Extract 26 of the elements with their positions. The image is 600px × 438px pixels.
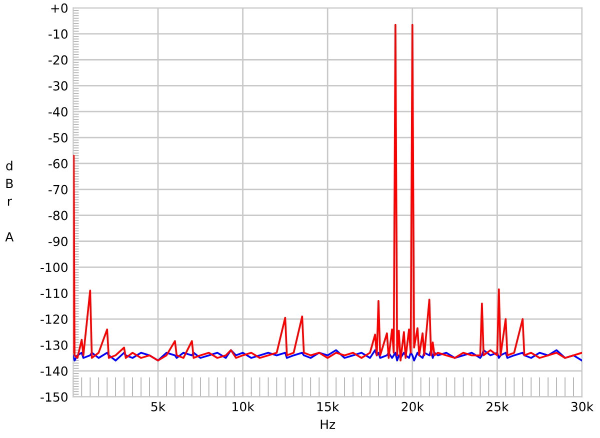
- y-tick-label: -20: [48, 55, 68, 65]
- line-series: [73, 24, 582, 362]
- y-tick-label: -50: [48, 133, 68, 142]
- x-tick-label: 25k: [486, 402, 509, 412]
- y-tick-label: -90: [48, 236, 68, 246]
- x-tick-label: 5k: [151, 402, 166, 412]
- text: dBr A: [5, 160, 14, 242]
- y-tick-label: -150: [40, 392, 68, 402]
- y-tick-label: -70: [48, 184, 68, 194]
- x-tick-label: 10k: [232, 402, 254, 412]
- y-tick-label: -120: [40, 314, 68, 324]
- x-tick-label: 15k: [317, 402, 340, 412]
- y-tick-label: +0: [51, 3, 68, 13]
- y-tick-label: -110: [40, 288, 68, 298]
- y-tick-label: -30: [48, 81, 68, 91]
- y-tick-label: -80: [48, 210, 68, 220]
- line-series: [73, 349, 582, 362]
- x-tick-label: 30k: [571, 402, 594, 412]
- y-tick-label: -60: [48, 158, 68, 168]
- y-tick-label: -10: [48, 29, 68, 39]
- y-tick-label: -130: [40, 340, 68, 350]
- y-tick-label: -140: [40, 366, 68, 376]
- y-tick-label: -40: [48, 107, 68, 117]
- x-axis-title: Hz: [320, 420, 336, 429]
- y-tick-label: -100: [40, 262, 68, 272]
- x-tick-label: 20k: [402, 402, 424, 412]
